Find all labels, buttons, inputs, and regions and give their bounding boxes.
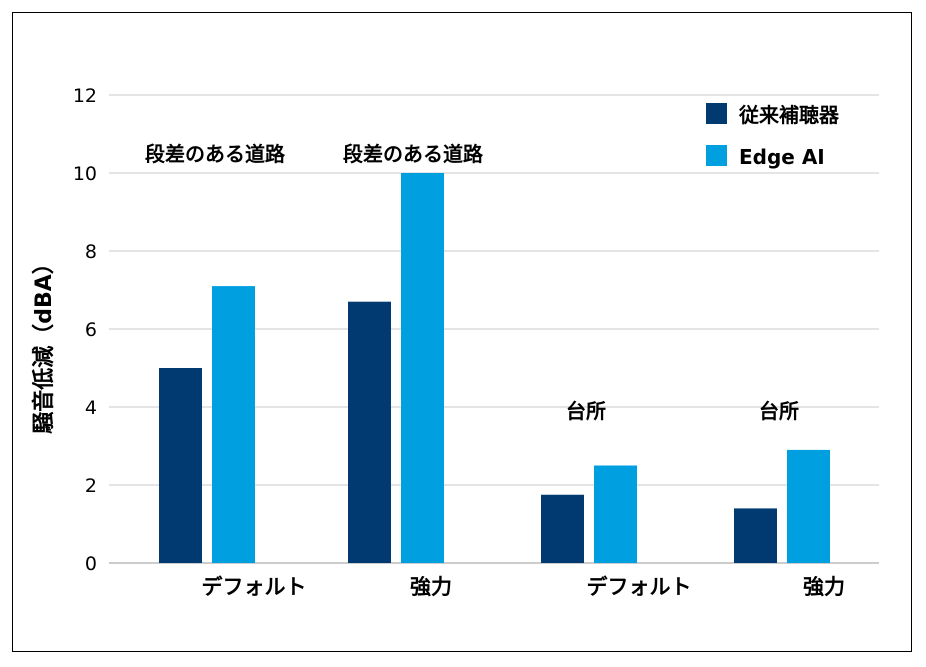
category-label: デフォルト	[202, 575, 307, 599]
bar-conventional-2	[541, 494, 584, 563]
legend-swatch	[706, 103, 727, 124]
annotation-label: 段差のある道路	[145, 142, 286, 166]
legend-swatch	[706, 145, 727, 166]
annotation-label: 台所	[759, 399, 799, 423]
y-axis-label: 騒音低減（dBA）	[31, 252, 57, 434]
category-label: 強力	[410, 575, 452, 599]
y-tick-label: 6	[85, 319, 97, 341]
y-tick-label: 0	[85, 553, 97, 575]
legend-label: Edge AI	[739, 145, 825, 169]
category-labels: デフォルト 強力 デフォルト 強力	[202, 575, 846, 599]
bar-conventional-3	[734, 508, 777, 563]
y-tick-label: 12	[73, 85, 97, 107]
category-label: デフォルト	[587, 575, 692, 599]
bar-edge-ai-1	[401, 173, 444, 563]
y-tick-label: 10	[73, 163, 97, 185]
bar-conventional-0	[159, 368, 202, 563]
bar-chart: 0 2 4 6 8 10 12 デフォルト 強力 デフォルト 強力 段差のある道路 段差のある道路台…	[31, 85, 879, 599]
legend: 従来補聴器 Edge AI	[706, 103, 840, 169]
bar-edge-ai-0	[212, 286, 255, 563]
category-label: 強力	[803, 575, 845, 599]
annotation-label: 台所	[566, 399, 606, 423]
chart-frame: 0 2 4 6 8 10 12 デフォルト 強力 デフォルト 強力 段差のある道路 段差のある道路台…	[12, 12, 912, 652]
y-tick-labels: 0 2 4 6 8 10 12	[73, 85, 97, 575]
legend-label: 従来補聴器	[738, 103, 840, 127]
bars	[159, 173, 830, 563]
annotation-label: 段差のある道路	[343, 142, 484, 166]
y-tick-label: 2	[85, 475, 97, 497]
bar-edge-ai-2	[594, 465, 637, 563]
y-tick-label: 8	[85, 241, 97, 263]
y-tick-label: 4	[85, 397, 97, 419]
bar-edge-ai-3	[787, 449, 830, 563]
bar-conventional-1	[348, 301, 391, 563]
